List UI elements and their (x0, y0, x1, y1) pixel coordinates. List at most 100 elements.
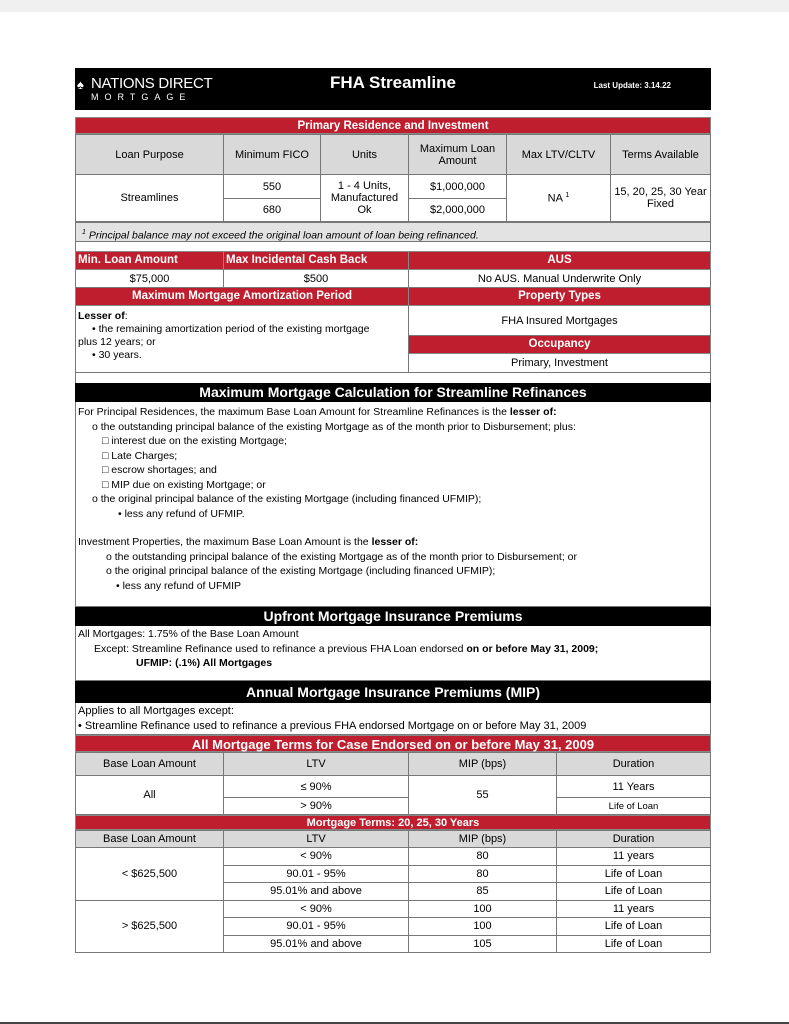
mip-line: Applies to all Mortgages except: (78, 705, 234, 717)
calc-p2-lead: Investment Properties, the maximum Base … (78, 536, 372, 548)
calc-section-body: For Principal Residences, the maximum Ba… (75, 402, 711, 607)
amort-lead: Lesser of (78, 310, 125, 322)
footnote-ref: 1 (565, 191, 570, 199)
fico: 550 (223, 174, 321, 199)
ltv: 95.01% and above (223, 934, 409, 953)
calc-line: o the outstanding principal balance of t… (92, 420, 576, 433)
limits-table: Min. Loan Amount Max Incidental Cash Bac… (75, 251, 711, 373)
calc-p2: Investment Properties, the maximum Base … (78, 535, 708, 550)
property-types-label: Property Types (408, 287, 711, 306)
mip-table2: Base Loan Amount LTV MIP (bps) Duration … (75, 830, 711, 953)
duration: Life of Loan (556, 882, 711, 901)
calc-p1-bold: lesser of: (509, 406, 557, 418)
amort-line: plus 12 years; or (78, 336, 156, 348)
ufmip-line: Except: Streamline Refinance used to ref… (78, 642, 708, 657)
document-page: ♠ NATIONS DIRECT MORTGAGE FHA Streamline… (75, 68, 711, 953)
col-header: Duration (556, 752, 711, 776)
amort-line: • 30 years. (92, 349, 142, 361)
mip-section-title: Annual Mortgage Insurance Premiums (MIP) (75, 681, 711, 703)
table-row: 90.01 - 95% 80 Life of Loan (76, 864, 711, 883)
mip-bps: 55 (408, 775, 557, 815)
ltv: ≤ 90% (223, 775, 409, 798)
ufmip-line: All Mortgages: 1.75% of the Base Loan Am… (78, 628, 299, 640)
calc-line: □ escrow shortages; and (102, 464, 217, 476)
occupancy-value: Primary, Investment (408, 353, 711, 373)
ufmip-line2: Except: Streamline Refinance used to ref… (94, 642, 467, 655)
col-header: Loan Purpose (75, 134, 224, 175)
ltv: > 90% (223, 797, 409, 815)
table-row: < $625,500 < 90% 80 11 years (75, 847, 711, 901)
duration: 11 years (556, 899, 711, 918)
units: 1 - 4 Units, Manufactured Ok (320, 174, 409, 222)
ltv: 90.01 - 95% (223, 917, 409, 936)
base-loan: All (75, 775, 224, 815)
page-title: FHA Streamline (330, 73, 456, 92)
duration: Life of Loan (556, 917, 711, 936)
mip-bps: 105 (408, 934, 557, 953)
mip-table1: Base Loan Amount LTV MIP (bps) Duration … (75, 752, 711, 815)
footnote-text: Principal balance may not exceed the ori… (88, 229, 479, 242)
loan-purpose: Streamlines (75, 174, 224, 222)
col-header: Terms Available (610, 134, 711, 175)
amortization-label: Maximum Mortgage Amortization Period (75, 287, 409, 306)
table-row: > $625,500 < 90% 100 11 years (75, 899, 711, 953)
base-loan: > $625,500 (75, 899, 224, 953)
ufmip-section-title: Upfront Mortgage Insurance Premiums (75, 607, 711, 626)
calc-line: o the original principal balance of the … (106, 565, 496, 577)
duration: Life of Loan (556, 797, 711, 815)
primary-section-title: Primary Residence and Investment (75, 117, 711, 134)
calc-p2-bold: lesser of: (371, 536, 419, 548)
mip-table1-title: All Mortgage Terms for Case Endorsed on … (75, 735, 711, 752)
col-header: Maximum Loan Amount (408, 134, 507, 175)
ltv: 90.01 - 95% (223, 864, 409, 883)
table-row: 95.01% and above 85 Life of Loan (76, 882, 711, 901)
col-header: Minimum FICO (223, 134, 321, 175)
duration: Life of Loan (556, 934, 711, 953)
aus-value: No AUS. Manual Underwrite Only (408, 269, 711, 288)
terms: 15, 20, 25, 30 Year Fixed (610, 174, 711, 222)
torch-icon: ♠ (77, 77, 84, 92)
calc-line: • less any refund of UFMIP (116, 579, 242, 592)
occupancy-label: Occupancy (408, 335, 711, 354)
primary-table: Loan Purpose Minimum FICO Units Maximum … (75, 134, 711, 222)
min-loan-value: $75,000 (75, 269, 224, 288)
base-loan: < $625,500 (75, 847, 224, 901)
ufmip-line2-bold: on or before May 31, 2009; (466, 642, 599, 655)
ltv-value: NA (547, 192, 563, 205)
calc-line: □ Late Charges; (102, 449, 178, 462)
last-update: Last Update: 3.14.22 (593, 81, 671, 90)
mip-bps: 85 (408, 882, 557, 901)
col-header: Max LTV/CLTV (506, 134, 611, 175)
footnote-mark: 1 (82, 229, 86, 236)
calc-line: □ MIP due on existing Mortgage; or (102, 478, 266, 491)
col-header: Base Loan Amount (75, 830, 224, 848)
mip-bps: 100 (408, 917, 557, 936)
footnote: 1 Principal balance may not exceed the o… (75, 222, 711, 242)
header-bar: ♠ NATIONS DIRECT MORTGAGE FHA Streamline… (75, 68, 711, 110)
logo-line1: NATIONS DIRECT (91, 75, 213, 92)
cash-back-value: $500 (223, 269, 409, 288)
calc-line: □ interest due on the existing Mortgage; (102, 435, 287, 447)
col-header: MIP (bps) (408, 830, 557, 848)
col-header: LTV (223, 830, 409, 848)
mip-line: • Streamline Refinance used to refinance… (78, 719, 587, 732)
duration: Life of Loan (556, 864, 711, 883)
amortization-text: Lesser of: • the remaining amortization … (75, 305, 409, 373)
calc-line: • less any refund of UFMIP. (118, 507, 245, 520)
table-row: 90.01 - 95% 100 Life of Loan (76, 917, 711, 936)
calc-line: o the outstanding principal balance of t… (106, 550, 578, 563)
calc-section-title: Maximum Mortgage Calculation for Streaml… (75, 383, 711, 402)
min-loan-label: Min. Loan Amount (75, 251, 224, 270)
mip-table2-title: Mortgage Terms: 20, 25, 30 Years (75, 815, 711, 830)
col-header: Units (320, 134, 409, 175)
max-loan: $1,000,000 (408, 174, 507, 199)
col-header: Duration (556, 830, 711, 848)
calc-line: o the original principal balance of the … (92, 493, 482, 505)
ufmip-line: UFMIP: (.1%) All Mortgages (136, 657, 273, 669)
logo-line2: MORTGAGE (91, 92, 192, 102)
amort-line: • the remaining amortization period of t… (92, 323, 370, 335)
ltv: < 90% (223, 899, 409, 918)
duration: 11 years (556, 847, 711, 866)
col-header: LTV (223, 752, 409, 776)
col-header: Base Loan Amount (75, 752, 224, 776)
